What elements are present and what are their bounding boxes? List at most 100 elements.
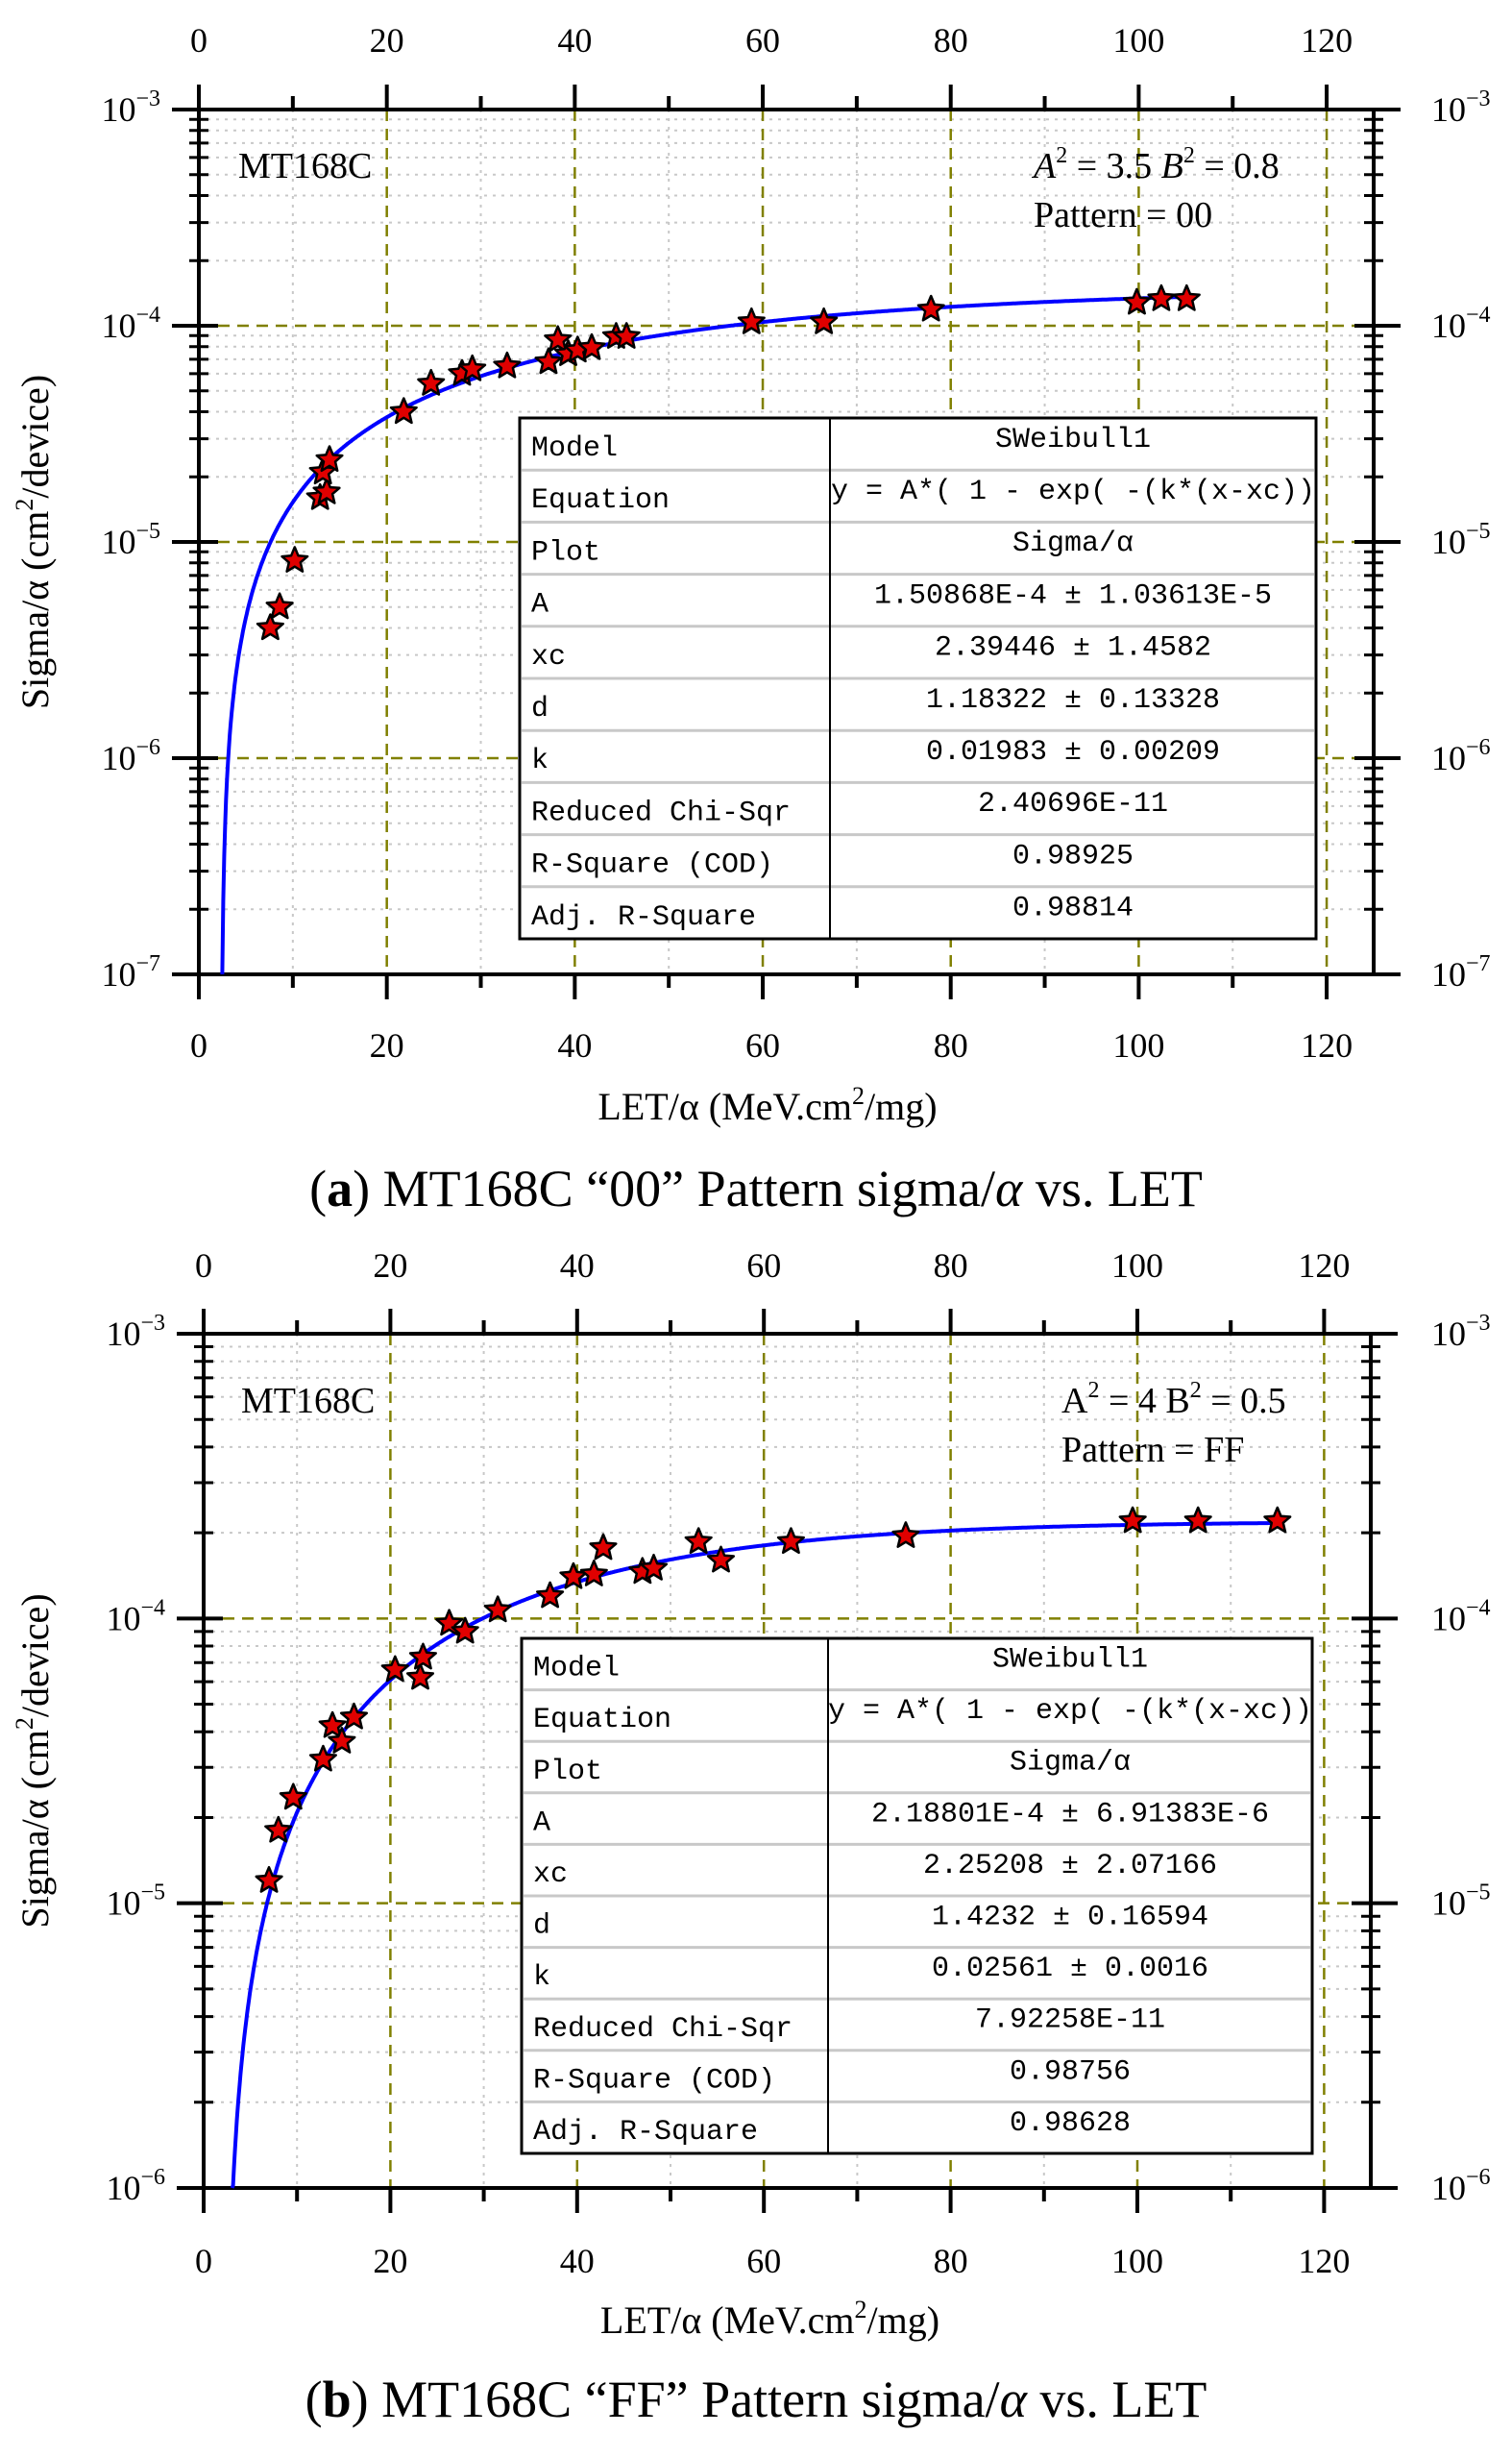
y-tick-exponent: −6 [140,2165,165,2190]
data-point-star [256,613,284,641]
table-row-label: A [531,589,549,622]
y-tick-label-left: 10−4 [106,1595,165,1637]
x-tick-label-bottom: 40 [560,2242,595,2280]
text-part: 2 [11,1717,38,1730]
table-row-value: 7.92258E-11 [975,2004,1165,2037]
text-part: MT168C “00” Pattern sigma/ [370,1160,995,1217]
data-point-star [706,1545,736,1573]
table-row-value: 0.98628 [1010,2107,1131,2140]
coefficients-annotation: A2 = 3.5 B2 = 0.8 [1031,143,1280,186]
text-part: /device) [13,375,57,499]
y-tick-exponent: −6 [135,735,160,760]
text-part: 2 [1087,1378,1099,1403]
data-point-star [380,1655,409,1683]
pattern-annotation: Pattern = FF [1061,1430,1244,1470]
data-point-star [589,1533,618,1561]
data-point-star [483,1595,512,1623]
y-tick-label-left: 10−3 [101,86,160,129]
y-tick-exponent: −4 [135,303,160,328]
table-row-label: Adj. R-Square [533,2116,758,2149]
table-row-label: Adj. R-Square [531,901,756,934]
x-tick-label-top: 100 [1112,21,1164,60]
x-tick-label-bottom: 60 [746,2242,781,2280]
data-point-star [265,592,294,620]
text-part: b [323,2371,352,2428]
data-point-star [315,445,344,473]
y-tick-base: 10 [1431,90,1466,129]
text-part: a [327,1160,353,1217]
table-row-value: 0.02561 ± 0.0016 [932,1953,1208,1985]
data-point-star [255,1865,283,1893]
y-tick-label-left: 10−6 [106,2165,165,2207]
coefficients-annotation: A2 = 4 B2 = 0.5 [1061,1378,1286,1421]
table-row-label: d [533,1910,550,1943]
table-row-label: Equation [531,484,670,517]
data-point-star [612,322,641,349]
table-row-label: k [533,1961,550,1994]
y-tick-base: 10 [1431,1884,1466,1923]
data-point-star [308,1744,337,1772]
x-tick-label-bottom: 0 [190,1026,207,1065]
data-point-star [264,1815,293,1843]
x-tick-label-bottom: 120 [1298,2242,1350,2280]
data-point-star [1183,1506,1212,1534]
y-tick-exponent: −4 [1466,1595,1491,1620]
data-point-star [405,1662,435,1690]
y-tick-base: 10 [106,1599,140,1637]
x-tick-label-bottom: 60 [745,1026,780,1065]
data-point-star [458,354,487,381]
figure-caption: (a) MT168C “00” Pattern sigma/α vs. LET [309,1160,1203,1217]
table-row-value: Sigma/α [1012,528,1134,560]
data-point-star [408,1642,437,1670]
table-row-label: Model [531,432,618,465]
text-part: = 0.5 [1202,1381,1286,1421]
table-row-value: 0.98756 [1010,2055,1131,2088]
table-row-label: Reduced Chi-Sqr [533,2013,793,2046]
y-tick-base: 10 [101,739,135,777]
table-row-label: A [533,1807,550,1839]
y-tick-exponent: −6 [1466,2165,1491,2190]
text-part: vs. LET [1027,2371,1207,2428]
y-tick-exponent: −7 [135,951,160,976]
text-part: 2 [1183,143,1195,168]
y-tick-label-right: 10−7 [1431,951,1491,994]
text-part: /mg) [865,1085,938,1128]
y-tick-label-left: 10−3 [106,1311,165,1353]
y-tick-base: 10 [1431,2169,1466,2207]
text-part: 2 [1190,1378,1202,1403]
table-row-value: 0.01983 ± 0.00209 [926,736,1220,769]
y-tick-exponent: −5 [140,1880,165,1905]
data-point-star [493,351,522,379]
y-tick-base: 10 [106,1884,140,1923]
data-point-star [312,477,341,504]
data-point-star [328,1727,356,1754]
fit-curve [220,294,1191,975]
y-axis-title: Sigma/α (cm2/device) [11,375,57,709]
data-point-star [1147,283,1176,311]
device-label: MT168C [238,146,372,186]
y-tick-exponent: −5 [1466,1880,1491,1905]
table-row-label: Plot [531,536,600,569]
text-part: vs. LET [1022,1160,1202,1217]
text-part: /device) [13,1593,57,1717]
table-row-value: SWeibull1 [992,1643,1148,1676]
data-point-star [1172,283,1201,311]
table-row-value: 1.18322 ± 0.13328 [926,684,1220,717]
y-tick-base: 10 [106,1315,140,1353]
y-tick-exponent: −4 [140,1595,165,1620]
data-point-star [389,397,418,425]
table-row-value: 1.4232 ± 0.16594 [932,1901,1208,1933]
table-row-value: 0.98814 [1012,893,1134,925]
table-row-label: d [531,693,549,725]
text-part: 2 [11,499,38,511]
x-tick-label-bottom: 100 [1111,2242,1163,2280]
x-tick-label-top: 120 [1301,21,1353,60]
data-point-star [279,1782,307,1810]
data-point-star [1118,1506,1147,1534]
text-part: Sigma/α (cm [13,511,57,709]
y-tick-label-right: 10−4 [1431,303,1491,345]
plot-frame [202,1332,1373,2190]
data-point-star [1122,287,1152,315]
y-tick-label-right: 10−3 [1431,86,1491,129]
